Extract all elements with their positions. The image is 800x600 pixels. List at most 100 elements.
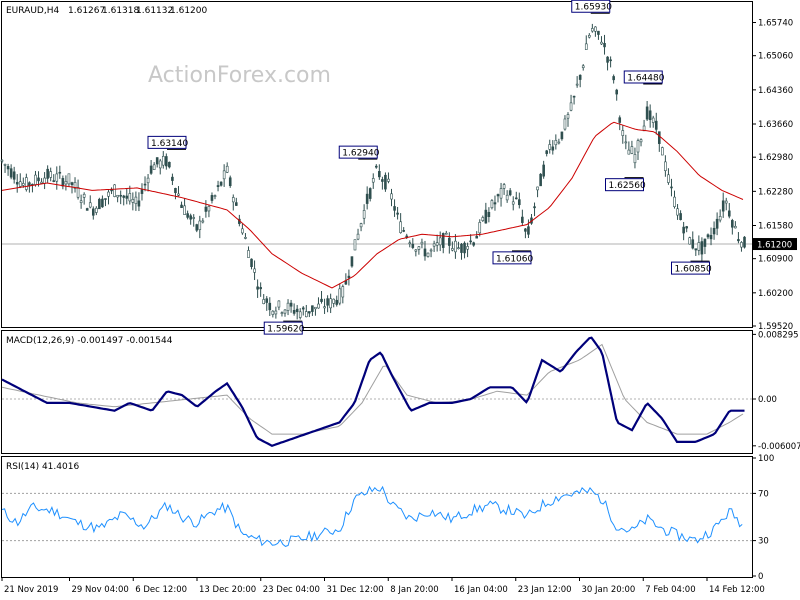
- candle: [384, 172, 387, 192]
- candle: [551, 140, 555, 155]
- candle: [18, 173, 22, 189]
- candle: [514, 191, 518, 200]
- candle: [630, 140, 634, 155]
- watermark: ActionForex.com: [148, 63, 331, 88]
- candle: [624, 134, 628, 150]
- candle: [70, 181, 74, 194]
- candle: [256, 279, 259, 298]
- candle: [195, 223, 199, 233]
- candle: [603, 34, 606, 55]
- rsi-line: [1, 485, 743, 547]
- candle: [28, 181, 31, 193]
- candle: [399, 213, 402, 234]
- candle: [189, 213, 192, 225]
- candle: [152, 162, 156, 170]
- candle: [131, 192, 135, 211]
- candle: [673, 190, 676, 209]
- candle: [731, 218, 734, 235]
- price-panel: [1, 1, 753, 328]
- candle: [466, 242, 469, 258]
- candle: [6, 163, 10, 176]
- candle: [542, 160, 545, 179]
- candle: [341, 284, 345, 304]
- candle: [484, 202, 488, 224]
- candle: [737, 232, 740, 244]
- time-tick-label: 8 Jan 20:00: [390, 585, 438, 595]
- candle: [612, 74, 615, 84]
- candle: [478, 219, 482, 237]
- candle: [171, 173, 174, 186]
- candle: [548, 139, 552, 154]
- candle: [174, 187, 177, 200]
- candle: [438, 231, 442, 252]
- candle: [664, 155, 667, 177]
- price-tick-label: 1.60200: [758, 289, 793, 299]
- candle: [405, 233, 409, 240]
- price-tick-label: 1.65740: [758, 19, 793, 29]
- candle: [362, 204, 366, 225]
- candle: [76, 179, 80, 200]
- candle: [198, 215, 202, 239]
- candle: [250, 258, 253, 270]
- candle: [22, 177, 25, 188]
- ohlc-open: 1.61267: [68, 6, 105, 16]
- candle: [457, 241, 460, 250]
- candle: [402, 227, 405, 233]
- candle: [12, 166, 16, 184]
- candle: [554, 134, 558, 150]
- candle: [326, 295, 329, 313]
- candle: [575, 76, 579, 88]
- candle: [161, 151, 165, 169]
- candle: [712, 221, 716, 240]
- time-tick-label: 30 Jan 20:00: [582, 585, 636, 595]
- ohlc-low: 1.61132: [136, 6, 173, 16]
- candle: [228, 175, 232, 188]
- time-tick-label: 29 Nov 04:00: [72, 585, 129, 595]
- candle: [247, 246, 250, 258]
- candle: [235, 197, 238, 206]
- price-tick-label: 1.60900: [758, 255, 793, 265]
- candle: [323, 298, 326, 314]
- rsi-tick-label: 0: [758, 572, 763, 582]
- candle: [280, 311, 284, 317]
- candle: [435, 234, 439, 252]
- candle: [320, 290, 323, 304]
- candle: [703, 238, 707, 255]
- candle: [569, 94, 573, 112]
- candle: [186, 210, 189, 220]
- time-tick-label: 21 Nov 2019: [4, 585, 58, 595]
- candle: [356, 228, 360, 241]
- time-tick-label: 6 Dec 12:00: [135, 585, 187, 595]
- candle: [697, 235, 701, 256]
- candle: [618, 115, 622, 131]
- candle: [715, 212, 719, 236]
- swing-label-text: 1.61060: [496, 254, 533, 264]
- candle: [73, 177, 77, 193]
- swing-label-text: 1.65930: [575, 3, 612, 13]
- candle: [597, 30, 600, 40]
- candle: [463, 241, 466, 259]
- candle: [216, 180, 220, 192]
- candle: [636, 138, 640, 160]
- candle: [469, 234, 472, 245]
- candle: [734, 221, 737, 229]
- candle: [460, 243, 463, 260]
- candle: [9, 164, 13, 180]
- candle: [378, 164, 381, 180]
- price-tick-label: 1.62280: [758, 187, 793, 197]
- candle: [305, 304, 308, 318]
- candle: [329, 293, 332, 314]
- candle: [332, 298, 335, 308]
- swing-label-text: 1.60850: [675, 265, 712, 275]
- price-tick-label: 1.63660: [758, 120, 793, 130]
- candle: [292, 303, 296, 316]
- candle: [426, 252, 430, 258]
- candle: [55, 166, 59, 190]
- candle: [411, 238, 415, 250]
- candle: [615, 88, 618, 101]
- candle: [645, 100, 649, 121]
- candle: [682, 221, 685, 241]
- swing-label-text: 1.62940: [342, 149, 379, 159]
- rsi-tick-label: 30: [758, 537, 769, 547]
